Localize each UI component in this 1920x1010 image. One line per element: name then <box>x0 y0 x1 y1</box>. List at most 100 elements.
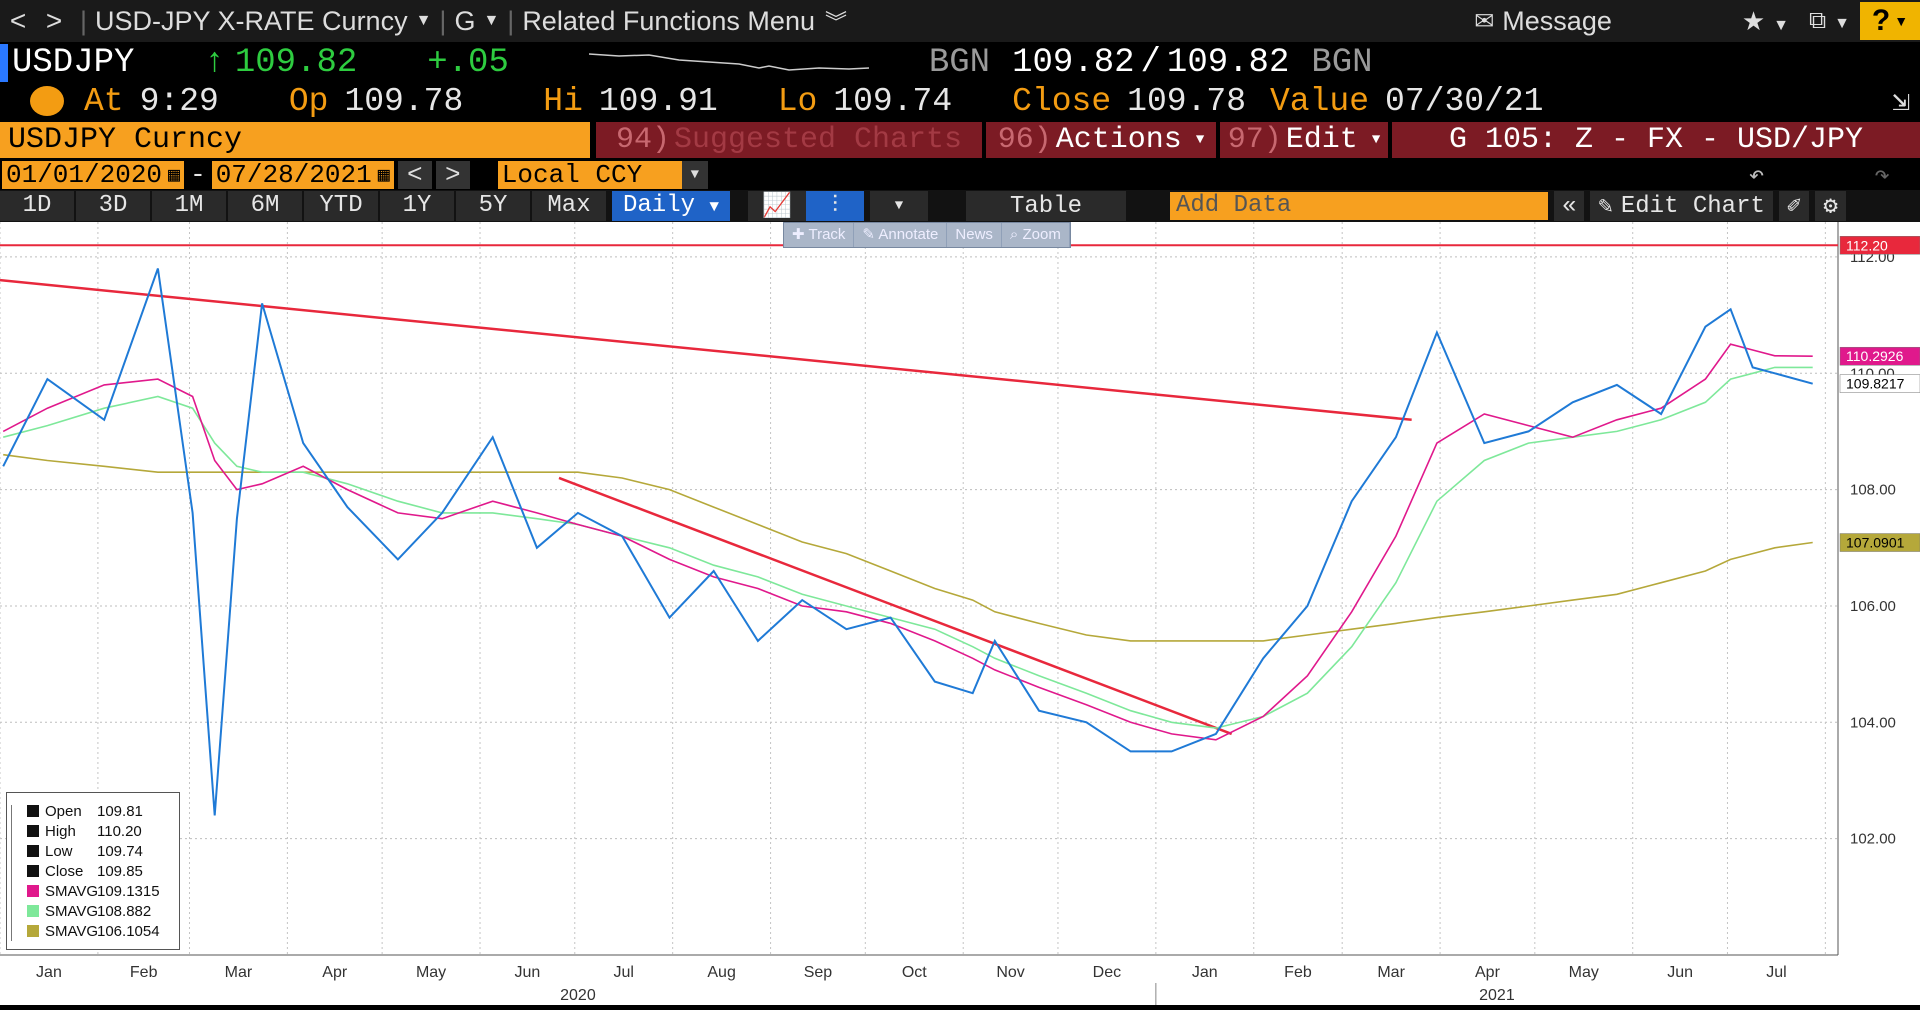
legend-value: 109.85 <box>97 862 143 880</box>
end-date-input[interactable]: 07/28/2021 ▦ <box>211 160 394 190</box>
y-tick-label: 106.00 <box>1850 598 1896 615</box>
period-1m[interactable]: 1M <box>152 191 226 221</box>
undo-icon[interactable]: ↶ <box>1748 160 1765 191</box>
zoom-tool[interactable]: ⌕ Zoom <box>1002 223 1070 247</box>
divider: | <box>80 5 88 36</box>
collapse-icon[interactable]: « <box>1554 191 1585 221</box>
chart-type-dropdown[interactable]: ▼ <box>870 191 928 221</box>
period-5y[interactable]: 5Y <box>456 191 530 221</box>
caret-down-icon: ▼ <box>483 12 500 29</box>
legend-swatch <box>27 865 39 877</box>
edit-label: Edit <box>1285 123 1358 157</box>
caret-down-icon[interactable]: ▼ <box>681 161 708 189</box>
legend-item: SMAVG 106.1054 <box>7 921 179 941</box>
x-tick-label: Dec <box>1093 964 1121 981</box>
low-value: 109.74 <box>833 82 953 120</box>
calendar-icon[interactable]: ▦ <box>168 165 181 188</box>
back-button[interactable]: < <box>9 5 27 36</box>
legend-name: SMAVG <box>45 882 99 900</box>
x-tick-label: Mar <box>1377 964 1405 981</box>
export-icon[interactable]: ⇲ <box>1891 85 1910 120</box>
legend-value: 109.74 <box>97 842 143 860</box>
envelope-icon: ✉ <box>1474 7 1495 35</box>
star-icon[interactable]: ★ ▼ <box>1741 5 1790 36</box>
edit-menu[interactable]: 97) Edit ▼ <box>1220 122 1388 158</box>
news-tool[interactable]: News <box>947 223 1002 247</box>
clipboard-icon[interactable]: ✐ <box>1778 191 1810 221</box>
period-1d[interactable]: 1D <box>0 191 74 221</box>
period-ytd[interactable]: YTD <box>304 191 378 221</box>
actions-menu[interactable]: 96) Actions ▼ <box>986 122 1216 158</box>
start-date-input[interactable]: 01/01/2020 ▦ <box>2 160 185 190</box>
function-selector[interactable]: G ▼ <box>454 6 499 37</box>
frequency-select[interactable]: Daily ▼ <box>612 191 730 221</box>
y-tick-label: 102.00 <box>1850 831 1896 848</box>
currency-label: Local CCY <box>501 160 643 190</box>
message-button[interactable]: ✉ Message <box>1474 6 1612 37</box>
legend-name: SMAVG <box>45 922 99 940</box>
related-functions-menu[interactable]: Related Functions Menu ︾ <box>522 5 847 37</box>
y-tick-label: 104.00 <box>1850 714 1896 731</box>
close-label: Close <box>1012 82 1112 120</box>
legend-item: SMAVG 108.882 <box>7 901 179 921</box>
quote-time: 9:29 <box>139 82 219 120</box>
price-line <box>2 268 1813 816</box>
help-label: ? <box>1871 4 1891 37</box>
redo-icon[interactable]: ↷ <box>1874 160 1890 191</box>
period-max[interactable]: Max <box>532 191 606 221</box>
legend-item: SMAVG 109.1315 <box>7 881 179 901</box>
x-tick-label: Feb <box>130 964 158 981</box>
year-label: 2020 <box>560 987 596 1004</box>
pencil-icon: ✎ <box>1598 194 1613 221</box>
legend-swatch <box>27 885 39 897</box>
period-6m[interactable]: 6M <box>228 191 302 221</box>
low-label: Lo <box>777 82 818 120</box>
period-1y[interactable]: 1Y <box>380 191 454 221</box>
x-tick-label: Jun <box>515 964 541 981</box>
price-chart[interactable]: 112.00 110.00 108.00 106.00 104.00 102.00 Jan F… <box>0 222 1920 1005</box>
next-period-button[interactable]: > <box>435 160 470 190</box>
legend-name: Low <box>45 842 73 860</box>
caret-down-icon: ▼ <box>1195 132 1205 148</box>
window-icon[interactable]: ⧉ ▼ <box>1809 7 1850 34</box>
candle-chart-icon[interactable]: ⫶ <box>806 191 864 221</box>
security-selector[interactable]: USD-JPY X-RATE Curncy ▼ <box>95 6 431 37</box>
x-tick-label: Sep <box>804 964 833 981</box>
bid-price: 109.82 <box>1012 44 1135 82</box>
caret-down-icon: ▼ <box>415 12 432 29</box>
x-tick-label: Jan <box>36 964 62 981</box>
chart-toolbar: 1D 3D 1M 6M YTD 1Y 5Y Max Daily ▼ 📈 ⫶ ▼ … <box>0 190 1920 222</box>
annotate-tool[interactable]: ✎ Annotate <box>854 223 948 247</box>
currency-select[interactable]: Local CCY <box>497 160 682 190</box>
calendar-icon[interactable]: ▦ <box>377 165 390 188</box>
trend-line <box>0 278 1412 422</box>
table-button[interactable]: Table <box>966 191 1126 221</box>
moving-average-line <box>2 366 1813 729</box>
track-tool[interactable]: ✚ Track <box>784 223 855 247</box>
x-tick-label: Jun <box>1667 964 1693 981</box>
gear-icon[interactable]: ⚙ <box>1815 191 1846 221</box>
x-tick-label: Jul <box>613 964 633 981</box>
edit-chart-label: Edit Chart <box>1620 192 1765 220</box>
legend-value: 109.81 <box>97 802 143 820</box>
legend-name: Close <box>45 862 84 880</box>
suggested-charts-button[interactable]: 94) Suggested Charts <box>596 122 982 158</box>
message-label: Message <box>1502 5 1612 36</box>
security-label: USD-JPY X-RATE Curncy <box>95 5 408 36</box>
divider: | <box>439 5 447 36</box>
add-data-input[interactable]: Add Data <box>1170 192 1548 220</box>
prev-period-button[interactable]: < <box>397 160 432 190</box>
price-tag <box>1839 236 1920 255</box>
frequency-label: Daily <box>622 192 695 219</box>
forward-button[interactable]: > <box>45 5 63 36</box>
help-button[interactable]: ? ▼ <box>1860 2 1920 40</box>
security-name-field[interactable]: USDJPY Curncy <box>0 122 590 158</box>
price-tag <box>1839 374 1920 393</box>
legend-value: 110.20 <box>97 822 142 840</box>
line-chart-icon[interactable]: 📈 <box>748 191 806 221</box>
edit-chart-button[interactable]: ✎ Edit Chart <box>1590 191 1773 221</box>
price-tag-label: 109.8217 <box>1846 376 1905 392</box>
title-bar: < > | USD-JPY X-RATE Curncy ▼ | G ▼ | Rela… <box>0 0 1920 42</box>
period-3d[interactable]: 3D <box>76 191 150 221</box>
